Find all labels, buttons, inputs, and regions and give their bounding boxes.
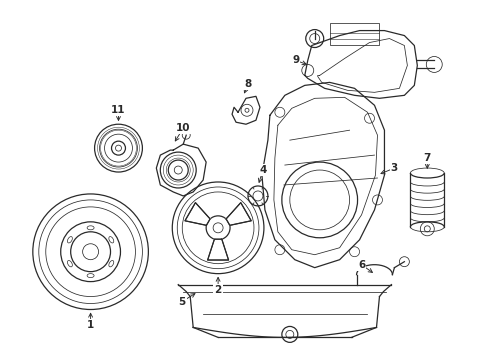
Polygon shape [185,203,210,225]
Text: 4: 4 [259,165,267,175]
Polygon shape [208,239,228,260]
Text: 11: 11 [111,105,126,115]
Bar [330,23,379,45]
Text: 8: 8 [245,79,251,89]
Text: 5: 5 [179,297,186,306]
Text: 3: 3 [391,163,398,173]
Text: 1: 1 [87,320,94,330]
Text: 7: 7 [424,153,431,163]
Text: 6: 6 [358,260,365,270]
Text: 10: 10 [176,123,191,133]
Text: 2: 2 [215,284,222,294]
Text: 9: 9 [292,55,299,66]
Polygon shape [226,203,251,225]
